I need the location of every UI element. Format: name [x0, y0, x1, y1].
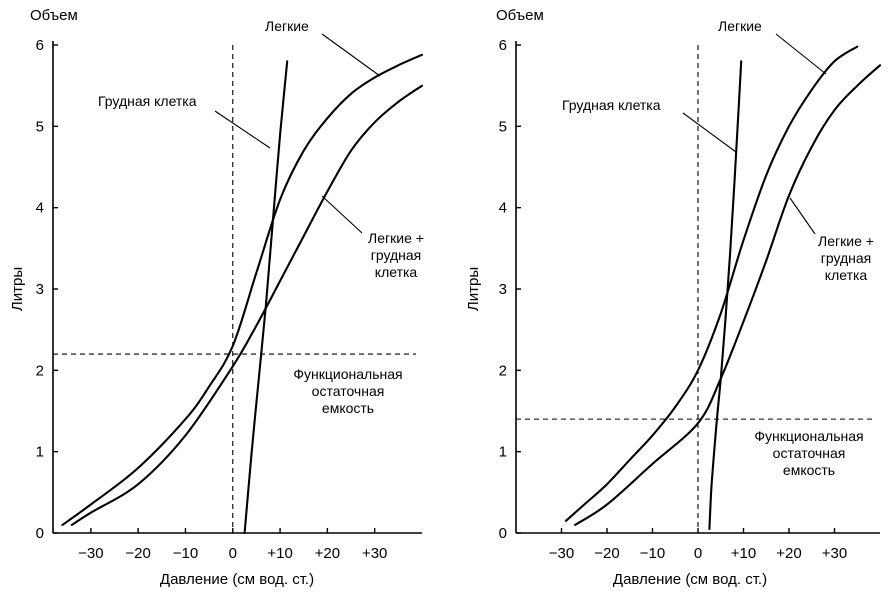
x-tick-label: +30: [822, 545, 847, 562]
y-tick-label: 0: [499, 525, 507, 542]
x-tick-label: 0: [694, 545, 702, 562]
chest-wall-label: Грудная клетка: [98, 93, 197, 109]
x-tick-label: +10: [267, 545, 292, 562]
lungs-curve: [61, 53, 424, 526]
frc-label-line: остаточная: [312, 383, 385, 399]
y-axis-title: Литры: [9, 267, 26, 311]
y-tick-label: 0: [36, 525, 44, 542]
x-tick-label: +30: [362, 545, 387, 562]
y-tick-label: 3: [499, 281, 507, 298]
y-tick-label: 5: [36, 118, 44, 135]
y-axis-title: Литры: [465, 267, 482, 311]
combined-label-line: клетка: [375, 264, 418, 280]
chest-wall-label: Грудная клетка: [562, 97, 661, 113]
combined-label-line: грудная: [821, 250, 872, 266]
y-tick-label: 2: [36, 362, 44, 379]
x-tick-label: −20: [125, 545, 150, 562]
combined-label-line: клетка: [825, 267, 868, 283]
y-tick-label: 2: [499, 362, 507, 379]
chart-panel-right: 0 1 2 3 4 5 6 −30 −20 −10 0 +10 +20 +30 Объем Литры Давл…: [465, 7, 882, 588]
chest-leader-line: [214, 110, 271, 149]
combined-leader-line: [789, 197, 816, 235]
y-tick-label: 5: [499, 118, 507, 135]
combined-label-line: грудная: [371, 247, 422, 263]
y-tick-label: 4: [499, 200, 507, 217]
lungs-curve: [564, 45, 859, 522]
combined-label-line: Легкие +: [368, 230, 424, 246]
x-axis-title: Давление (см вод. ст.): [613, 571, 767, 588]
frc-label-line: емкость: [783, 462, 835, 478]
frc-label-line: Функциональная: [293, 366, 402, 382]
chest-wall-curve: [708, 60, 743, 530]
lungs-label: Легкие: [718, 18, 762, 34]
y-tick-label: 1: [499, 444, 507, 461]
x-tick-label: +20: [776, 545, 801, 562]
lungs-plus-chest-curve: [70, 84, 424, 526]
frc-label-line: емкость: [322, 400, 374, 416]
chart-panel-left: 0 1 2 3 4 5 6 −30 −20 −10 0 +10 +20 +30 Объем Литры Давл…: [9, 7, 424, 588]
x-tick-label: −20: [594, 545, 619, 562]
frc-label-line: Функциональная: [754, 428, 863, 444]
x-tick-label: −10: [173, 545, 198, 562]
y-tick-label: 4: [36, 200, 44, 217]
y-tick-label: 6: [36, 37, 44, 54]
x-axis-title: Давление (см вод. ст.): [160, 571, 314, 588]
x-tick-label: 0: [229, 545, 237, 562]
x-tick-label: +10: [731, 545, 756, 562]
combined-label-line: Легкие +: [818, 233, 874, 249]
x-tick-label: +20: [315, 545, 340, 562]
lungs-leader-line: [775, 33, 827, 75]
lungs-plus-chest-curve: [574, 64, 882, 526]
x-tick-label: −30: [549, 545, 574, 562]
y-tick-label: 3: [36, 281, 44, 298]
y-tick-label: 6: [499, 37, 507, 54]
chest-wall-curve: [243, 60, 289, 535]
combined-leader-line: [321, 195, 363, 234]
lungs-leader-line: [321, 33, 381, 77]
x-tick-label: −10: [640, 545, 665, 562]
volume-axis-label: Объем: [30, 7, 78, 24]
volume-axis-label: Объем: [496, 7, 544, 24]
lungs-label: Легкие: [265, 18, 309, 34]
y-tick-label: 1: [36, 444, 44, 461]
x-tick-label: −30: [78, 545, 103, 562]
frc-label-line: остаточная: [773, 445, 846, 461]
chest-leader-line: [682, 112, 737, 153]
